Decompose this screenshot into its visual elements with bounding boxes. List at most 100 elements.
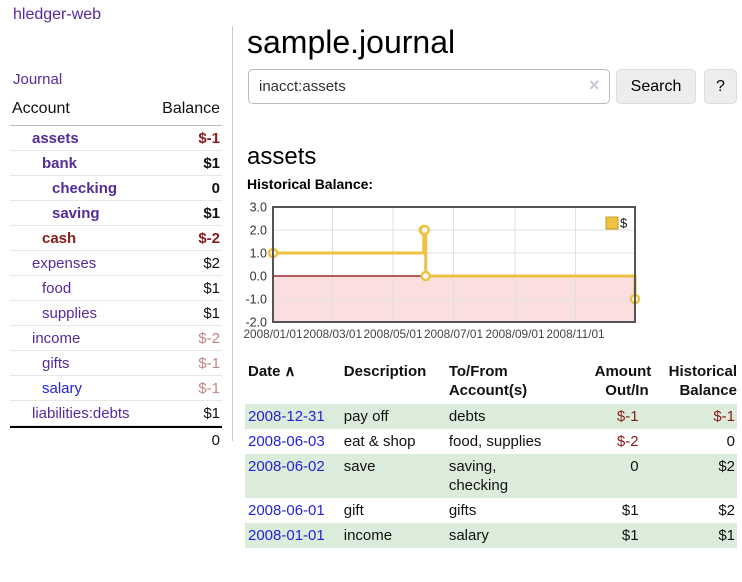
- account-link[interactable]: saving: [52, 204, 100, 222]
- account-row: saving $1: [10, 201, 222, 226]
- svg-text:0.0: 0.0: [250, 270, 267, 284]
- transaction-balance-cell: $1: [718, 527, 735, 544]
- account-link[interactable]: income: [32, 329, 81, 347]
- account-row: bank $1: [10, 151, 222, 176]
- transaction-row[interactable]: 2008-01-01 income salary $1 $1: [245, 523, 737, 548]
- account-balance: $1: [149, 301, 222, 326]
- transaction-date-link[interactable]: 2008-12-31: [248, 408, 325, 425]
- transaction-description-cell: income: [343, 527, 393, 544]
- sidebar-item-journal[interactable]: Journal: [13, 71, 63, 88]
- account-balance: $1: [149, 276, 222, 301]
- transaction-date-link[interactable]: 2008-06-03: [248, 433, 325, 450]
- transaction-date-cell: 2008-06-03: [245, 429, 341, 454]
- account-row: salary $-1: [10, 376, 222, 401]
- transaction-date-cell: 2008-12-31: [245, 404, 341, 429]
- account-balance: $1: [149, 151, 222, 176]
- transaction-accounts-cell: gifts: [448, 502, 477, 519]
- account-row: liabilities:debts $1: [10, 401, 222, 426]
- app-title-link[interactable]: hledger-web: [13, 6, 102, 23]
- svg-text:2008/01/01: 2008/01/01: [243, 327, 302, 341]
- account-balance: $2: [149, 251, 222, 276]
- description-column-header: Description: [343, 363, 427, 380]
- transaction-date-link[interactable]: 2008-06-01: [248, 502, 325, 519]
- account-column-header: Account: [10, 98, 150, 126]
- svg-text:-2.0: -2.0: [245, 316, 267, 330]
- svg-text:2008/03/01: 2008/03/01: [303, 327, 362, 341]
- svg-text:3.0: 3.0: [250, 201, 267, 215]
- amount-column-header: Amount Out/In: [594, 363, 652, 399]
- help-button[interactable]: ?: [704, 69, 737, 104]
- accounts-tree-table: Account Balance assets $-1 bank $1 check…: [10, 98, 222, 453]
- search-input[interactable]: [248, 69, 610, 104]
- transaction-description-cell: pay off: [343, 408, 389, 425]
- transaction-date-cell: 2008-06-01: [245, 498, 341, 523]
- register-header-row: Date ∧ Description To/From Account(s) Amo…: [245, 362, 737, 404]
- account-link[interactable]: liabilities:debts: [32, 404, 130, 422]
- transaction-description-cell: eat & shop: [343, 433, 416, 450]
- transaction-amount-cell: 0: [630, 458, 639, 475]
- account-row: income $-2: [10, 326, 222, 351]
- svg-text:2008/07/01: 2008/07/01: [424, 327, 483, 341]
- svg-text:2008/05/01: 2008/05/01: [363, 327, 422, 341]
- svg-text:1.0: 1.0: [250, 247, 267, 261]
- svg-text:2008/11/01: 2008/11/01: [546, 327, 604, 341]
- account-link[interactable]: bank: [42, 154, 78, 172]
- accounts-column-header: To/From Account(s): [448, 363, 528, 399]
- transaction-amount-cell: $-2: [616, 433, 639, 450]
- transaction-balance-cell: 0: [726, 433, 735, 450]
- account-balance: $-1: [149, 126, 222, 151]
- transaction-row[interactable]: 2008-06-03 eat & shop food, supplies $-2…: [245, 429, 737, 454]
- transaction-description-cell: gift: [343, 502, 364, 519]
- account-row: gifts $-1: [10, 351, 222, 376]
- date-column-header[interactable]: Date ∧: [248, 363, 296, 380]
- register-table: Date ∧ Description To/From Account(s) Amo…: [245, 362, 737, 548]
- account-link[interactable]: food: [42, 279, 72, 297]
- account-balance: $-1: [149, 376, 222, 401]
- sort-asc-icon: ∧: [284, 363, 296, 380]
- transaction-row[interactable]: 2008-06-02 save saving, checking 0 $2: [245, 454, 737, 498]
- transaction-description-cell: save: [343, 458, 376, 475]
- page-title: sample.journal: [247, 24, 456, 61]
- transaction-row[interactable]: 2008-12-31 pay off debts $-1 $-1: [245, 404, 737, 429]
- transaction-balance-cell: $2: [718, 458, 735, 475]
- accounts-header-row: Account Balance: [10, 98, 222, 126]
- transaction-date-cell: 2008-06-02: [245, 454, 341, 498]
- transaction-amount-cell: $1: [621, 502, 639, 519]
- clear-search-icon[interactable]: ×: [589, 75, 600, 95]
- transaction-balance-cell: $-1: [713, 408, 735, 425]
- total-label-cell: [10, 426, 150, 453]
- svg-text:2008/09/01: 2008/09/01: [485, 327, 544, 341]
- total-balance: 0: [149, 426, 222, 453]
- account-row: expenses $2: [10, 251, 222, 276]
- account-link[interactable]: gifts: [42, 354, 70, 372]
- transaction-amount-cell: $-1: [616, 408, 639, 425]
- account-link[interactable]: expenses: [32, 254, 97, 272]
- svg-text:-1.0: -1.0: [245, 293, 267, 307]
- account-link[interactable]: checking: [52, 179, 118, 197]
- account-link[interactable]: supplies: [42, 304, 98, 322]
- account-link[interactable]: salary: [42, 379, 83, 397]
- account-heading: assets: [247, 142, 317, 170]
- account-balance: 0: [149, 176, 222, 201]
- account-link[interactable]: assets: [32, 129, 79, 147]
- account-row: assets $-1: [10, 126, 222, 151]
- account-row: supplies $1: [10, 301, 222, 326]
- svg-text:2.0: 2.0: [250, 224, 267, 238]
- sidebar-divider: [232, 26, 233, 441]
- account-balance: $-2: [149, 226, 222, 251]
- transaction-accounts-cell: salary: [448, 527, 489, 544]
- transaction-amount-cell: $1: [621, 527, 639, 544]
- search-button[interactable]: Search: [616, 69, 696, 104]
- transaction-row[interactable]: 2008-06-01 gift gifts $1 $2: [245, 498, 737, 523]
- account-link[interactable]: cash: [42, 229, 77, 247]
- account-row: cash $-2: [10, 226, 222, 251]
- transaction-date-link[interactable]: 2008-06-02: [248, 458, 325, 475]
- account-balance: $1: [149, 201, 222, 226]
- account-row: food $1: [10, 276, 222, 301]
- transaction-balance-cell: $2: [718, 502, 735, 519]
- account-row: checking 0: [10, 176, 222, 201]
- transaction-date-link[interactable]: 2008-01-01: [248, 527, 325, 544]
- account-balance: $-2: [149, 326, 222, 351]
